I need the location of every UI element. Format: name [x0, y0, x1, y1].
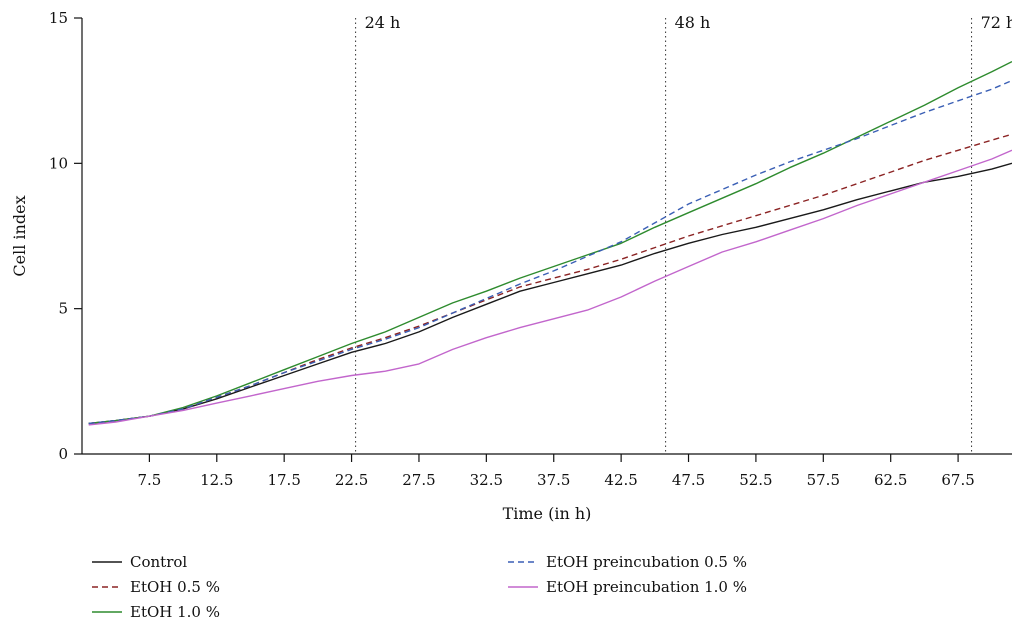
- x-tick-label: 37.5: [537, 471, 570, 489]
- y-tick-label: 15: [49, 9, 68, 27]
- axes: 0 5 10 15 7.5 12.5 17.5 22.5 27.5 32.5 37.5 42.5 47.…: [10, 9, 1012, 523]
- legend-label-4: EtOH preincubation 1.0 %: [546, 578, 747, 596]
- legend-label-3: EtOH preincubation 0.5 %: [546, 553, 747, 571]
- series-lines: [88, 60, 1012, 426]
- y-tick-label: 10: [49, 154, 68, 172]
- x-tick-label: 32.5: [470, 471, 503, 489]
- legend-label-1: EtOH 0.5 %: [130, 578, 220, 596]
- series-line-1: [88, 133, 1012, 425]
- x-axis-title: Time (in h): [503, 504, 592, 523]
- y-axis-title: Cell index: [10, 195, 29, 276]
- y-tick-label: 0: [58, 445, 68, 463]
- series-line-0: [88, 162, 1012, 425]
- x-tick-label: 12.5: [200, 471, 233, 489]
- series-line-2: [88, 60, 1012, 425]
- legend: Control EtOH 0.5 % EtOH 1.0 % EtOH preincub…: [92, 553, 747, 621]
- y-tick-label: 5: [58, 300, 68, 318]
- x-tick-label: 22.5: [335, 471, 368, 489]
- legend-label-0: Control: [130, 553, 187, 571]
- x-tick-label: 7.5: [137, 471, 161, 489]
- time-marker-label: 48 h: [675, 13, 711, 32]
- legend-label-2: EtOH 1.0 %: [130, 603, 220, 621]
- x-tick-label: 62.5: [874, 471, 907, 489]
- x-tick-label: 52.5: [739, 471, 772, 489]
- series-line-4: [88, 149, 1012, 426]
- time-marker-label: 24 h: [365, 13, 401, 32]
- time-marker-label: 72 h: [981, 13, 1012, 32]
- x-tick-label: 47.5: [672, 471, 705, 489]
- x-tick-label: 42.5: [604, 471, 637, 489]
- x-tick-label: 67.5: [941, 471, 974, 489]
- x-tick-label: 57.5: [807, 471, 840, 489]
- time-markers: 24 h 48 h 72 h: [355, 13, 1012, 454]
- x-tick-label: 17.5: [267, 471, 300, 489]
- x-tick-label: 27.5: [402, 471, 435, 489]
- series-line-3: [88, 79, 1012, 425]
